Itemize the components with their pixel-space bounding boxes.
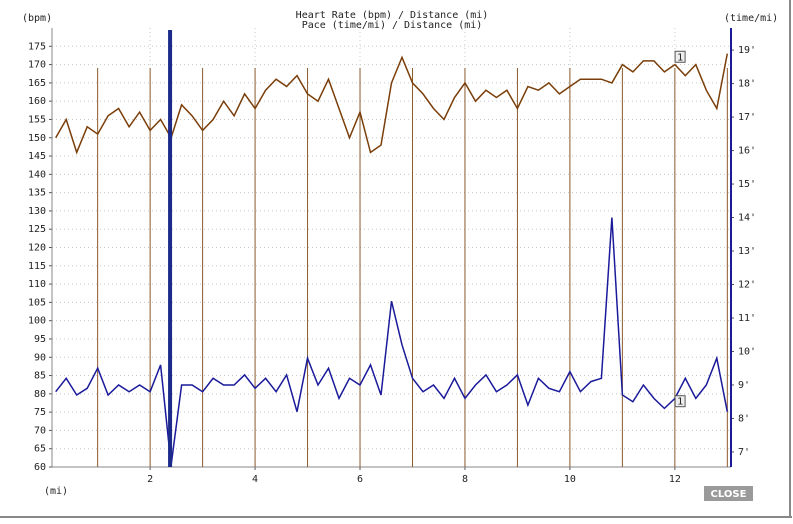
y-tick-label: 85 — [34, 371, 46, 382]
y-axis-label: (bpm) — [22, 13, 52, 24]
annotation: 1 — [674, 395, 686, 408]
y-tick-label: 160 — [28, 96, 46, 107]
x-tick-label: 8 — [462, 474, 468, 485]
close-button-label[interactable]: CLOSE — [711, 489, 747, 500]
y-tick-label: 145 — [28, 151, 46, 162]
series-line — [55, 217, 729, 466]
series-line — [55, 53, 729, 155]
annotation-label: 1 — [677, 52, 683, 63]
y2-tick-label: 18' — [738, 79, 756, 90]
y-tick-label: 135 — [28, 188, 46, 199]
annotation-label: 1 — [677, 397, 683, 408]
annotation: 1 — [674, 50, 686, 63]
y2-tick-label: 12' — [738, 280, 756, 291]
y2-tick-label: 14' — [738, 213, 756, 224]
close-button[interactable]: CLOSE — [704, 486, 753, 501]
x-axis-label: (mi) — [44, 486, 68, 497]
y2-tick-label: 16' — [738, 146, 756, 157]
y-tick-label: 115 — [28, 261, 46, 272]
y2-tick-label: 19' — [738, 45, 756, 56]
y-tick-label: 140 — [28, 169, 46, 180]
y-tick-label: 105 — [28, 297, 46, 308]
y-tick-label: 170 — [28, 60, 46, 71]
y-tick-label: 90 — [34, 352, 46, 363]
x-tick-label: 10 — [564, 474, 576, 485]
chart-subtitle: Pace (time/mi) / Distance (mi) — [302, 20, 483, 31]
x-tick-label: 2 — [147, 474, 153, 485]
annotation-box — [674, 50, 686, 63]
y-tick-label: 130 — [28, 206, 46, 217]
y-tick-label: 95 — [34, 334, 46, 345]
y2-tick-label: 15' — [738, 179, 756, 190]
y-tick-label: 165 — [28, 78, 46, 89]
y-tick-label: 75 — [34, 407, 46, 418]
y-tick-label: 70 — [34, 425, 46, 436]
y-tick-label: 100 — [28, 316, 46, 327]
y-tick-label: 110 — [28, 279, 46, 290]
x-tick-label: 12 — [669, 474, 681, 485]
y2-tick-label: 17' — [738, 112, 756, 123]
y-tick-label: 155 — [28, 114, 46, 125]
y-tick-label: 60 — [34, 462, 46, 473]
y2-tick-label: 13' — [738, 246, 756, 257]
y2-axis-label: (time/mi) — [724, 13, 778, 24]
y-tick-label: 120 — [28, 243, 46, 254]
y-tick-label: 65 — [34, 444, 46, 455]
x-tick-label: 6 — [357, 474, 363, 485]
x-tick-label: 4 — [252, 474, 258, 485]
y-tick-label: 150 — [28, 133, 46, 144]
y2-tick-label: 9' — [738, 380, 750, 391]
y2-tick-label: 11' — [738, 313, 756, 324]
y2-tick-label: 8' — [738, 413, 750, 424]
y-tick-label: 125 — [28, 224, 46, 235]
close-button-bg[interactable] — [704, 486, 753, 501]
annotation-box — [674, 395, 686, 408]
chart-title: Heart Rate (bpm) / Distance (mi) — [296, 10, 489, 21]
y2-tick-label: 7' — [738, 447, 750, 458]
y-tick-label: 175 — [28, 41, 46, 52]
y-tick-label: 80 — [34, 389, 46, 400]
y2-tick-label: 10' — [738, 346, 756, 357]
